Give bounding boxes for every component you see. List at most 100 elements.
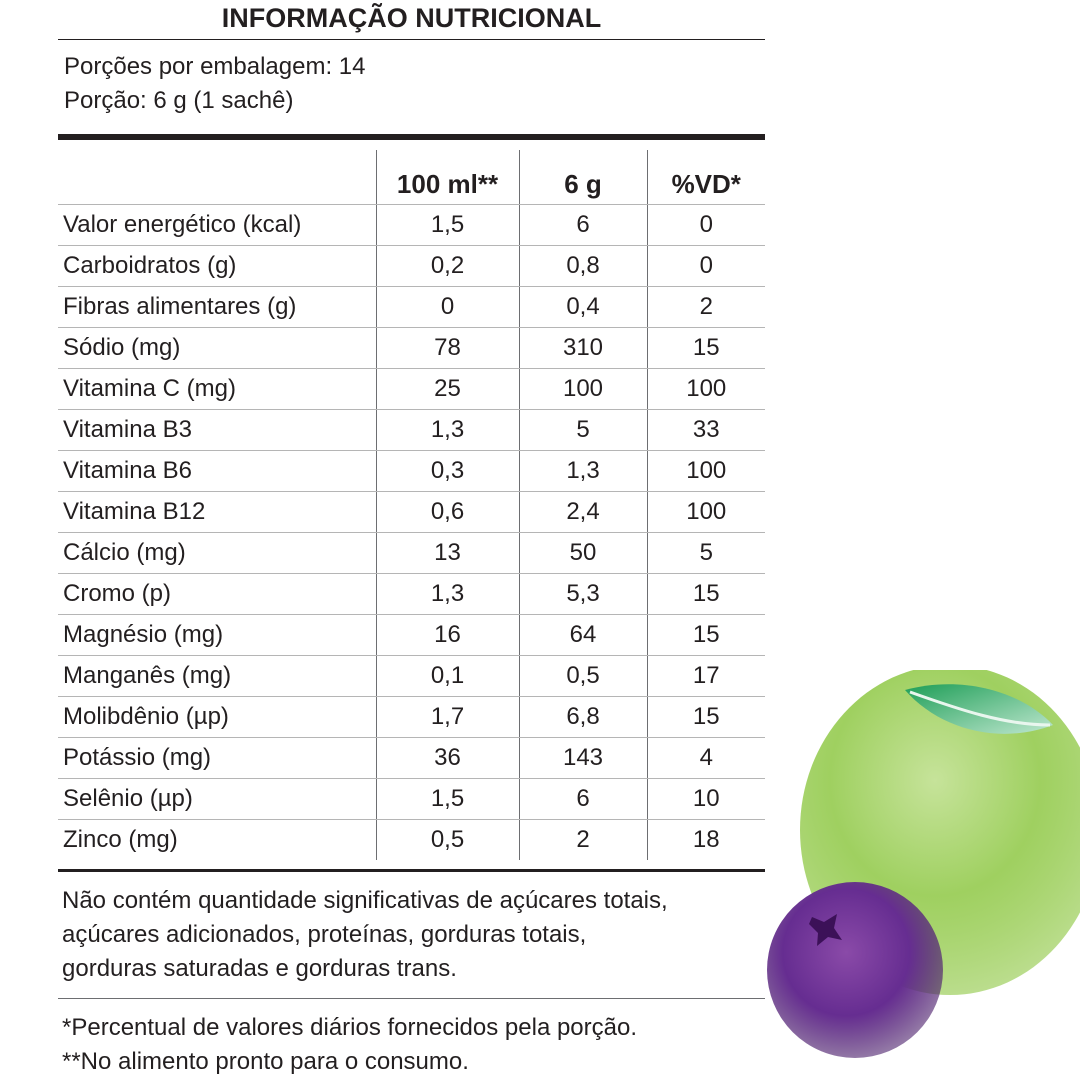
value-per-6g: 0,5 bbox=[518, 655, 647, 697]
value-per-6g: 6 bbox=[518, 778, 647, 820]
value-per-100ml: 1,3 bbox=[375, 573, 519, 615]
table-top-rule bbox=[58, 134, 765, 140]
header-daily-value: %VD* bbox=[646, 150, 765, 205]
value-per-100ml: 78 bbox=[375, 327, 519, 369]
value-daily-value: 100 bbox=[646, 450, 765, 492]
value-per-100ml: 0,3 bbox=[375, 450, 519, 492]
nutrient-name: Selênio (µp) bbox=[58, 778, 376, 820]
nutrient-name: Fibras alimentares (g) bbox=[58, 286, 376, 328]
table-row: Cálcio (mg) 13 50 5 bbox=[58, 532, 765, 574]
header-per-100ml: 100 ml** bbox=[375, 150, 519, 205]
table-row: Vitamina B3 1,3 5 33 bbox=[58, 409, 765, 451]
value-per-6g: 100 bbox=[518, 368, 647, 410]
table-row: Molibdênio (µp) 1,7 6,8 15 bbox=[58, 696, 765, 738]
table-row: Carboidratos (g) 0,2 0,8 0 bbox=[58, 245, 765, 287]
table-row: Vitamina C (mg) 25 100 100 bbox=[58, 368, 765, 410]
table-row: Manganês (mg) 0,1 0,5 17 bbox=[58, 655, 765, 697]
value-per-100ml: 1,5 bbox=[375, 778, 519, 820]
footnote-divider bbox=[58, 998, 765, 999]
value-per-6g: 5 bbox=[518, 409, 647, 451]
value-per-100ml: 0 bbox=[375, 286, 519, 328]
note-line: açúcares adicionados, proteínas, gordura… bbox=[62, 921, 587, 948]
nutrition-table: 100 ml** 6 g %VD* Valor energético (kcal… bbox=[58, 150, 765, 860]
value-per-100ml: 1,3 bbox=[375, 409, 519, 451]
table-row: Fibras alimentares (g) 0 0,4 2 bbox=[58, 286, 765, 328]
table-row: Vitamina B12 0,6 2,4 100 bbox=[58, 491, 765, 533]
table-row: Potássio (mg) 36 143 4 bbox=[58, 737, 765, 779]
value-daily-value: 15 bbox=[646, 573, 765, 615]
table-header-row: 100 ml** 6 g %VD* bbox=[58, 150, 765, 205]
header-per-6g: 6 g bbox=[518, 150, 647, 205]
table-row: Vitamina B6 0,3 1,3 100 bbox=[58, 450, 765, 492]
value-per-100ml: 1,7 bbox=[375, 696, 519, 738]
value-per-6g: 0,8 bbox=[518, 245, 647, 287]
nutrient-name: Vitamina C (mg) bbox=[58, 368, 376, 410]
table-row: Selênio (µp) 1,5 6 10 bbox=[58, 778, 765, 820]
portion-size: Porção: 6 g (1 sachê) bbox=[64, 87, 294, 114]
nutrient-name: Cromo (p) bbox=[58, 573, 376, 615]
value-per-100ml: 0,1 bbox=[375, 655, 519, 697]
value-daily-value: 15 bbox=[646, 327, 765, 369]
value-daily-value: 15 bbox=[646, 696, 765, 738]
header-nutrient bbox=[58, 150, 376, 205]
value-daily-value: 100 bbox=[646, 491, 765, 533]
nutrient-name: Manganês (mg) bbox=[58, 655, 376, 697]
value-per-100ml: 16 bbox=[375, 614, 519, 656]
value-per-6g: 2 bbox=[518, 819, 647, 860]
value-daily-value: 5 bbox=[646, 532, 765, 574]
portions-per-package: Porções por embalagem: 14 bbox=[64, 53, 366, 80]
value-daily-value: 4 bbox=[646, 737, 765, 779]
table-row: Magnésio (mg) 16 64 15 bbox=[58, 614, 765, 656]
value-per-6g: 5,3 bbox=[518, 573, 647, 615]
footnote-ready-to-eat: **No alimento pronto para o consumo. bbox=[62, 1048, 469, 1075]
nutrient-name: Valor energético (kcal) bbox=[58, 204, 376, 246]
nutrient-name: Molibdênio (µp) bbox=[58, 696, 376, 738]
note-line: Não contém quantidade significativas de … bbox=[62, 887, 668, 914]
value-per-100ml: 1,5 bbox=[375, 204, 519, 246]
table-row: Valor energético (kcal) 1,5 6 0 bbox=[58, 204, 765, 246]
table-row: Zinco (mg) 0,5 2 18 bbox=[58, 819, 765, 860]
value-per-6g: 143 bbox=[518, 737, 647, 779]
nutrient-name: Vitamina B6 bbox=[58, 450, 376, 492]
leaf-icon bbox=[905, 684, 1053, 734]
nutrient-name: Cálcio (mg) bbox=[58, 532, 376, 574]
acai-berry-icon bbox=[767, 882, 943, 1058]
value-per-6g: 50 bbox=[518, 532, 647, 574]
value-daily-value: 0 bbox=[646, 204, 765, 246]
value-per-100ml: 25 bbox=[375, 368, 519, 410]
value-per-6g: 1,3 bbox=[518, 450, 647, 492]
value-per-100ml: 0,5 bbox=[375, 819, 519, 860]
title-divider bbox=[58, 39, 765, 40]
table-row: Sódio (mg) 78 310 15 bbox=[58, 327, 765, 369]
table-row: Cromo (p) 1,3 5,3 15 bbox=[58, 573, 765, 615]
nutrient-name: Vitamina B12 bbox=[58, 491, 376, 533]
value-per-6g: 64 bbox=[518, 614, 647, 656]
value-daily-value: 18 bbox=[646, 819, 765, 860]
nutrient-name: Sódio (mg) bbox=[58, 327, 376, 369]
page-title: INFORMAÇÃO NUTRICIONAL bbox=[221, 3, 602, 33]
value-per-6g: 310 bbox=[518, 327, 647, 369]
not-significant-note: Não contém quantidade significativas de … bbox=[62, 884, 802, 986]
nutrient-name: Potássio (mg) bbox=[58, 737, 376, 779]
value-per-100ml: 13 bbox=[375, 532, 519, 574]
value-daily-value: 100 bbox=[646, 368, 765, 410]
value-daily-value: 10 bbox=[646, 778, 765, 820]
fruit-illustration bbox=[767, 670, 1080, 1058]
nutrient-name: Magnésio (mg) bbox=[58, 614, 376, 656]
value-per-6g: 6,8 bbox=[518, 696, 647, 738]
value-per-6g: 6 bbox=[518, 204, 647, 246]
value-per-6g: 0,4 bbox=[518, 286, 647, 328]
nutrient-name: Zinco (mg) bbox=[63, 826, 178, 853]
footnote-daily-value: *Percentual de valores diários fornecido… bbox=[62, 1014, 638, 1041]
value-per-100ml: 0,6 bbox=[375, 491, 519, 533]
nutrient-name: Vitamina B3 bbox=[58, 409, 376, 451]
value-per-100ml: 0,2 bbox=[375, 245, 519, 287]
value-daily-value: 0 bbox=[646, 245, 765, 287]
table-bottom-rule bbox=[58, 869, 765, 872]
value-per-6g: 2,4 bbox=[518, 491, 647, 533]
value-daily-value: 2 bbox=[646, 286, 765, 328]
value-daily-value: 33 bbox=[646, 409, 765, 451]
note-line: gorduras saturadas e gorduras trans. bbox=[62, 955, 457, 982]
value-daily-value: 17 bbox=[646, 655, 765, 697]
nutrition-rows: Valor energético (kcal) 1,5 6 0 Carboidratos… bbox=[58, 204, 765, 860]
